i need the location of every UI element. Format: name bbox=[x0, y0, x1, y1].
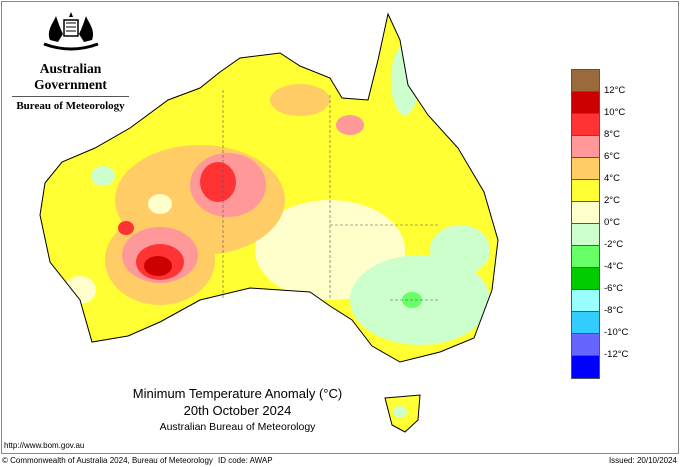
copyright: © Commonwealth of Australia 2024, Bureau… bbox=[2, 456, 213, 465]
legend-band bbox=[572, 158, 599, 180]
legend-label: -2°C bbox=[604, 239, 624, 250]
map-title: Minimum Temperature Anomaly (°C) bbox=[132, 386, 343, 401]
legend-label: 12°C bbox=[604, 85, 626, 96]
map-date: 20th October 2024 bbox=[183, 403, 292, 418]
legend-band bbox=[572, 268, 599, 290]
id-code: ID code: AWAP bbox=[218, 456, 273, 465]
legend-label: -8°C bbox=[604, 305, 624, 316]
australia-map bbox=[39, 13, 499, 433]
coat-of-arms-icon bbox=[42, 12, 99, 51]
legend-band bbox=[572, 136, 599, 158]
legend-band bbox=[572, 246, 599, 268]
legend-band bbox=[572, 180, 599, 202]
bom-logo: Australian Government Bureau of Meteorol… bbox=[8, 10, 133, 112]
legend-label: 10°C bbox=[604, 107, 626, 118]
legend-label: 2°C bbox=[604, 195, 620, 206]
legend-band bbox=[572, 92, 599, 114]
legend-label: -6°C bbox=[604, 283, 624, 294]
color-legend bbox=[571, 69, 600, 379]
issued-date: Issued: 20/10/2024 bbox=[608, 456, 677, 465]
map-source: Australian Bureau of Meteorology bbox=[159, 421, 316, 433]
legend-band bbox=[572, 202, 599, 224]
legend-label: 6°C bbox=[604, 151, 620, 162]
bom-url-link[interactable]: http://www.bom.gov.au bbox=[4, 441, 85, 450]
legend-band bbox=[572, 356, 599, 378]
legend-label: 0°C bbox=[604, 217, 620, 228]
legend-label: -4°C bbox=[604, 261, 624, 272]
legend-band bbox=[572, 334, 599, 356]
legend-band bbox=[572, 312, 599, 334]
legend-label: 4°C bbox=[604, 173, 620, 184]
legend-band bbox=[572, 224, 599, 246]
legend-band bbox=[572, 290, 599, 312]
government-name: Australian Government bbox=[34, 61, 107, 92]
legend-label: 8°C bbox=[604, 129, 620, 140]
legend-label: -12°C bbox=[604, 349, 629, 360]
legend-band bbox=[572, 70, 599, 92]
state-borders bbox=[222, 90, 440, 301]
anomaly-field bbox=[40, 14, 498, 362]
bureau-name: Bureau of Meteorology bbox=[16, 100, 125, 112]
legend-label: -10°C bbox=[604, 327, 629, 338]
legend-band bbox=[572, 114, 599, 136]
